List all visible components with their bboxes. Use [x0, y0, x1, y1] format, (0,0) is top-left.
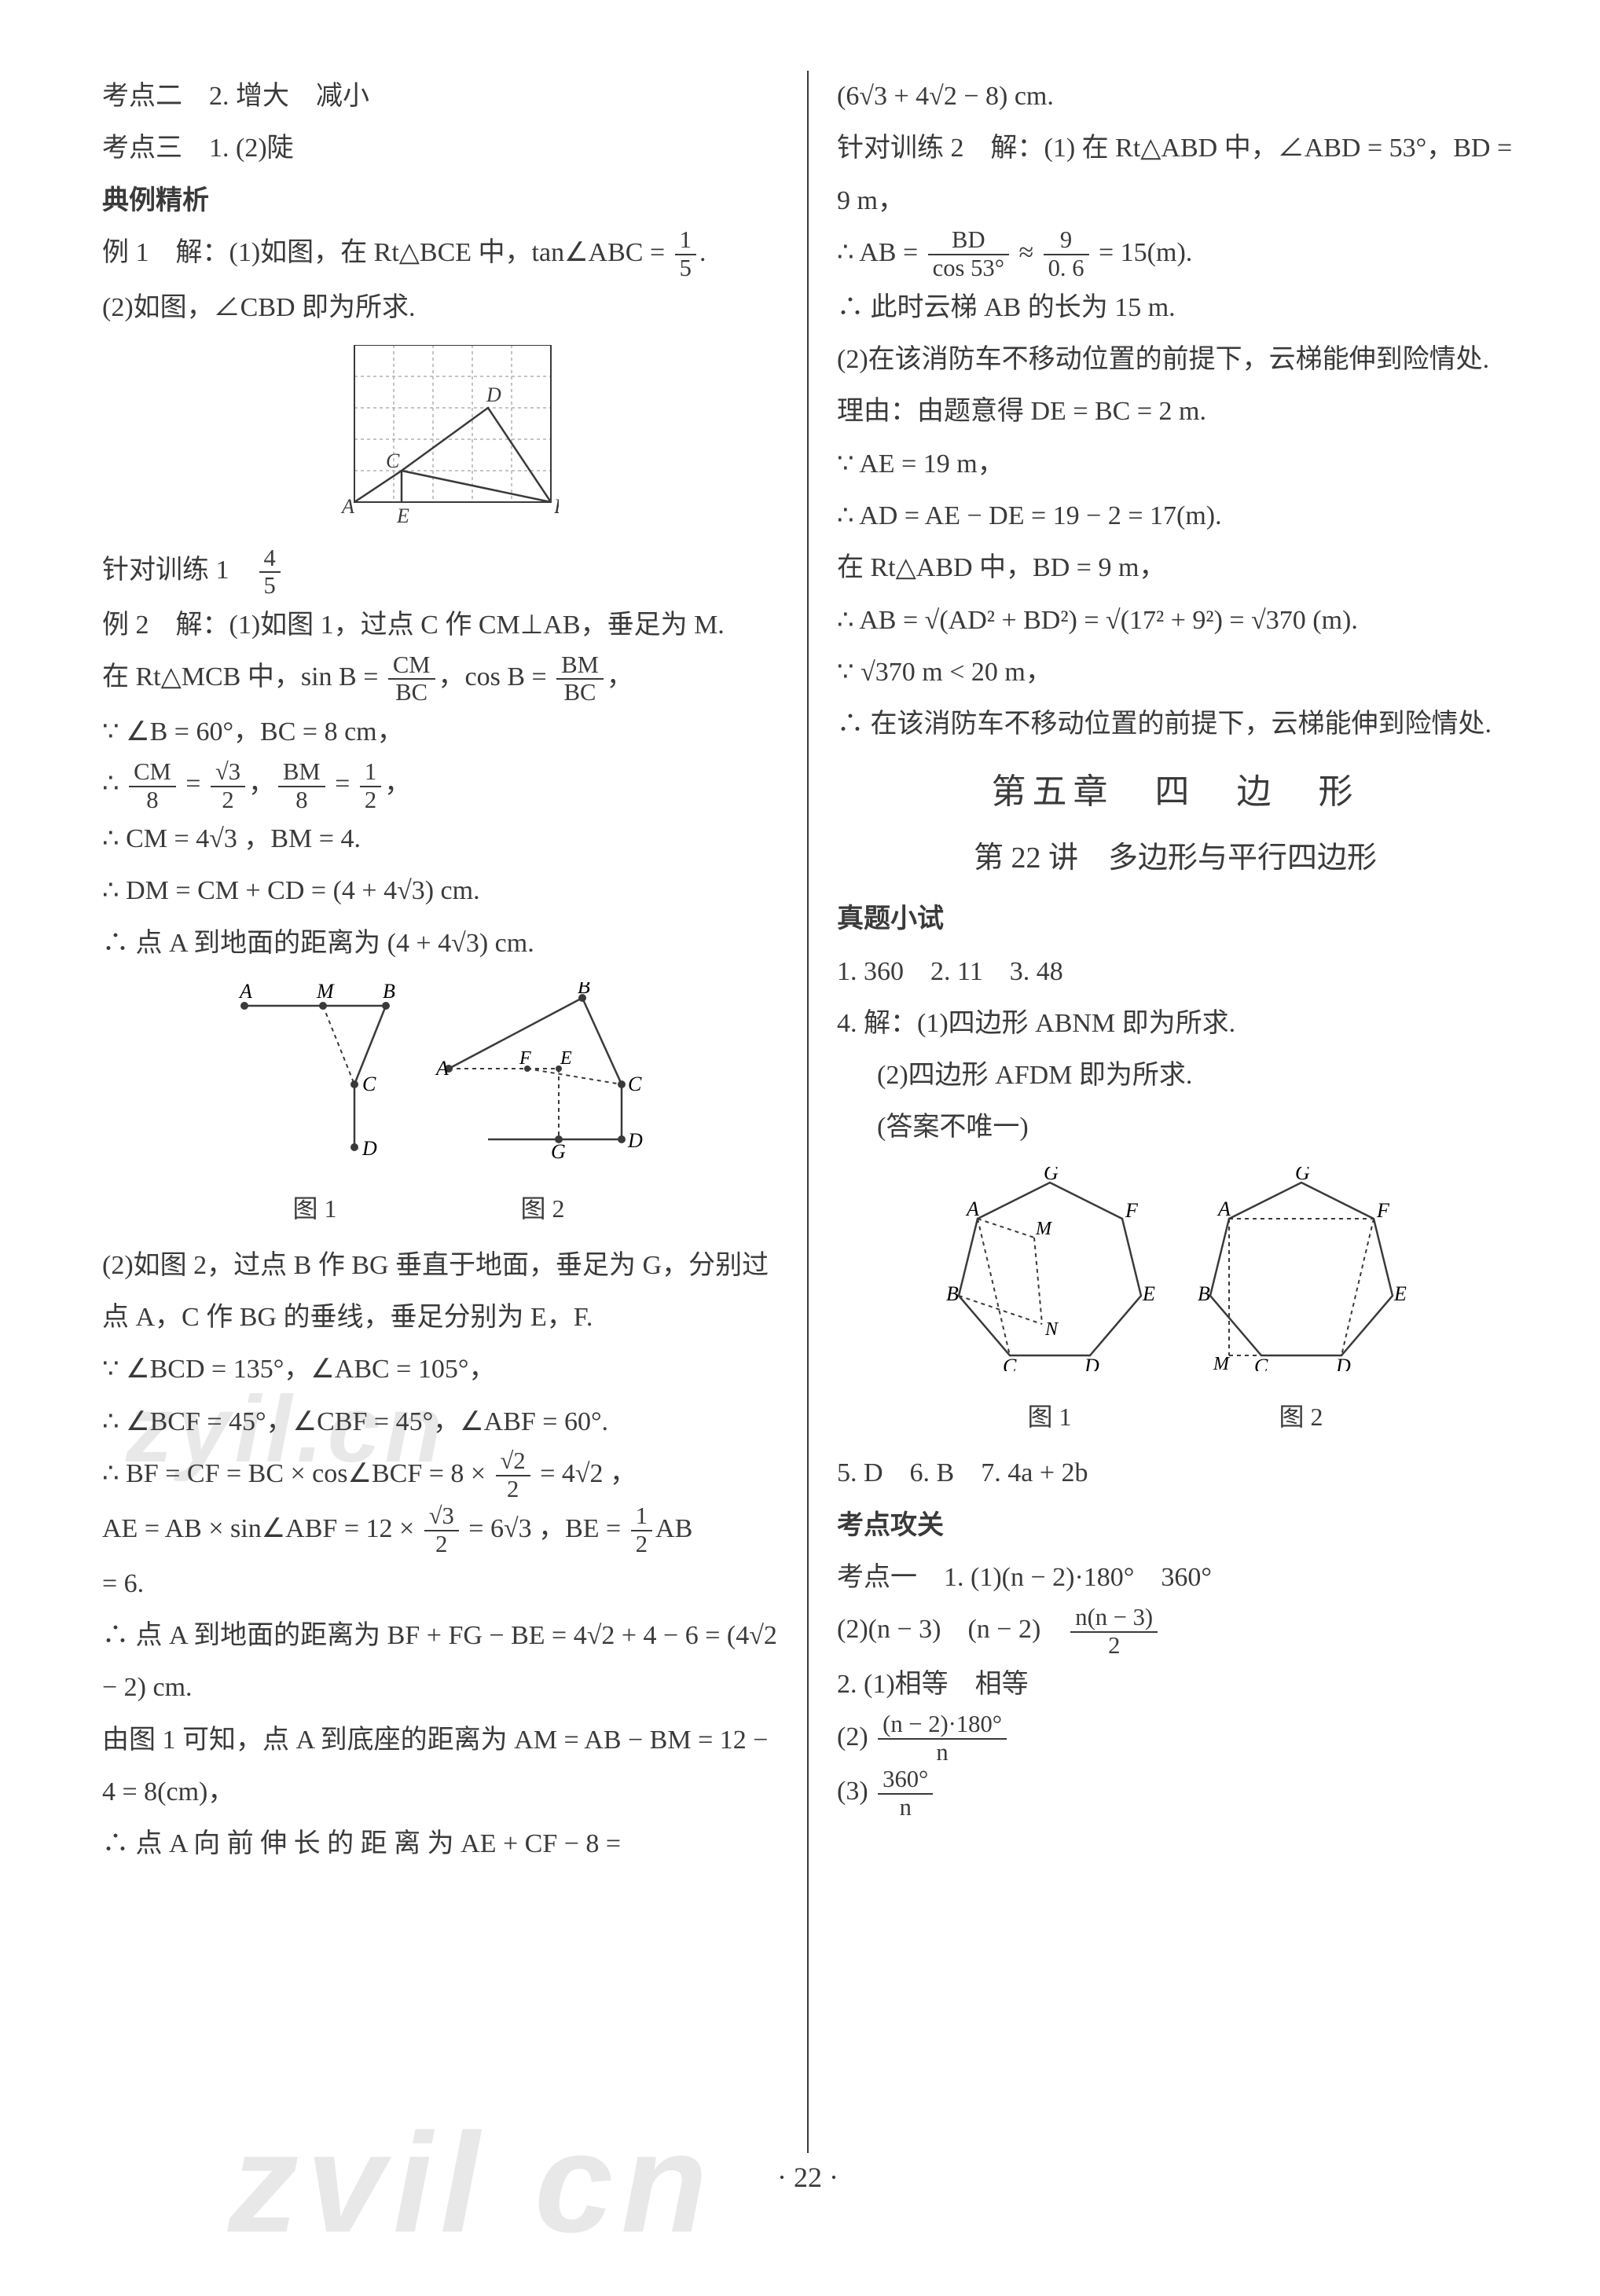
example-2-line12: AE = AB × sin∠ABF = 12 × √32 = 6√3 ，BE =…	[102, 1503, 779, 1558]
svg-text:B: B	[554, 495, 559, 518]
r8: ∴ AD = AE − DE = 19 − 2 = 17(m).	[837, 490, 1514, 542]
figure-2: B A E F C D G	[433, 982, 653, 1163]
chapter-title: 第五章 四 边 形	[837, 758, 1514, 826]
zt-line5: 5. D 6. B 7. 4a + 2b	[837, 1447, 1514, 1499]
example-2-line12b: = 6.	[102, 1558, 779, 1610]
heptagon-2: G A F B E C D M	[1191, 1167, 1411, 1371]
kaodian-3: 考点三 1. (2)陡	[102, 123, 779, 174]
example-2-line10: ∴ ∠BCF = 45°，∠CBF = 45°，∠ABF = 60°.	[102, 1396, 779, 1448]
zt-line1: 1. 360 2. 11 3. 48	[837, 946, 1514, 998]
svg-text:D: D	[1084, 1355, 1099, 1371]
heptagon-1: G A F B E C D M N	[940, 1167, 1160, 1371]
kd1-line1: 考点一 1. (1)(n − 2)·180° 360°	[837, 1552, 1514, 1604]
svg-text:M: M	[1035, 1219, 1053, 1239]
zt-4b: (2)四边形 AFDM 即为所求.	[837, 1050, 1514, 1102]
svg-text:F: F	[1376, 1199, 1390, 1222]
svg-text:D: D	[1335, 1355, 1351, 1371]
svg-text:D: D	[361, 1137, 377, 1160]
r7: ∵ AE = 19 m，	[837, 438, 1514, 490]
figure-1: A M B C D	[229, 982, 402, 1163]
column-divider	[807, 71, 809, 2153]
svg-text:A: A	[238, 982, 252, 1003]
svg-text:C: C	[1254, 1355, 1268, 1371]
r4: ∴ 此时云梯 AB 的长为 15 m.	[837, 282, 1514, 334]
figure-2-wrap: B A E F C D G 图 2	[433, 982, 653, 1234]
r2: 针对训练 2 解：(1) 在 Rt△ABD 中，∠ABD = 53°，BD = …	[837, 123, 1514, 227]
example-2-line2: 在 Rt△MCB 中，sin B = CMBC，cos B = BMBC，	[102, 651, 779, 706]
svg-text:C: C	[362, 1073, 376, 1095]
example-1-line1: 例 1 解：(1)如图，在 Rt△BCE 中，tan∠ABC = 15.	[102, 227, 779, 282]
zt-4c: (答案不唯一)	[837, 1102, 1514, 1154]
example-1-line2: (2)如图，∠CBD 即为所求.	[102, 282, 779, 334]
page-number: · 22 ·	[102, 2161, 1514, 2194]
zhendui-1: 针对训练 1 45	[102, 545, 779, 600]
r11: ∵ √370 m < 20 m，	[837, 647, 1514, 699]
svg-text:D: D	[627, 1129, 643, 1152]
r3: ∴ AB = BDcos 53° ≈ 90. 6 = 15(m).	[837, 227, 1514, 282]
kd1-line2: (2)(n − 3) (n − 2) n(n − 3)2	[837, 1604, 1514, 1659]
zt-4: 4. 解：(1)四边形 ABNM 即为所求.	[837, 998, 1514, 1050]
example-2-line3: ∵ ∠B = 60°，BC = 8 cm，	[102, 706, 779, 758]
svg-text:E: E	[1393, 1282, 1407, 1305]
kaodian-2: 考点二 2. 增大 减小	[102, 71, 779, 123]
example-2-line9: ∵ ∠BCD = 135°，∠ABC = 105°，	[102, 1344, 779, 1396]
example-2-line5: ∴ CM = 4√3 ，BM = 4.	[102, 813, 779, 865]
example-2-line14: 由图 1 可知，点 A 到底座的距离为 AM = AB − BM = 12 − …	[102, 1715, 779, 1819]
example-2-line8: (2)如图 2，过点 B 作 BG 垂直于地面，垂足为 G，分别过点 A，C 作…	[102, 1240, 779, 1344]
svg-text:C: C	[386, 449, 400, 472]
lesson-title: 第 22 讲 多边形与平行四边形	[837, 829, 1514, 887]
r12: ∴ 在该消防车不移动位置的前提下，云梯能伸到险情处.	[837, 699, 1514, 750]
svg-text:G: G	[1044, 1167, 1059, 1184]
r10: ∴ AB = √(AD² + BD²) = √(17² + 9²) = √370…	[837, 595, 1514, 647]
kd2-line3: (3) 360°n	[837, 1766, 1514, 1821]
kd2-line1: 2. (1)相等 相等	[837, 1659, 1514, 1711]
svg-text:F: F	[519, 1048, 531, 1069]
right-column: (6√3 + 4√2 − 8) cm. 针对训练 2 解：(1) 在 Rt△AB…	[815, 71, 1514, 2153]
figure-grid-triangle: A B C D E	[323, 345, 559, 534]
example-2-line7: ∴ 点 A 到地面的距离为 (4 + 4√3) cm.	[102, 918, 779, 970]
heptagon-2-wrap: G A F B E C D M 图 2	[1191, 1167, 1411, 1442]
r6: 理由：由题意得 DE = BC = 2 m.	[837, 386, 1514, 438]
svg-text:A: A	[435, 1057, 449, 1080]
svg-text:G: G	[1295, 1167, 1310, 1184]
svg-text:F: F	[1125, 1199, 1139, 1222]
svg-text:N: N	[1044, 1319, 1059, 1340]
svg-text:E: E	[1142, 1282, 1155, 1305]
example-2-line4: ∴ CM8 = √32，BM8 = 12，	[102, 758, 779, 813]
figure-1-wrap: A M B C D 图 1	[229, 982, 402, 1234]
section-kaodiangongguan: 考点攻关	[837, 1500, 1514, 1552]
example-2-line1: 例 2 解：(1)如图 1，过点 C 作 CM⊥AB，垂足为 M.	[102, 600, 779, 651]
section-zhentixiaoshi: 真题小试	[837, 893, 1514, 945]
section-dianlijingxi: 典例精析	[102, 175, 779, 227]
r1: (6√3 + 4√2 − 8) cm.	[837, 71, 1514, 123]
svg-text:D: D	[486, 383, 501, 406]
left-column: 考点二 2. 增大 减小 考点三 1. (2)陡 典例精析 例 1 解：(1)如…	[102, 71, 801, 2153]
svg-text:B: B	[383, 982, 395, 1003]
example-2-line6: ∴ DM = CM + CD = (4 + 4√3) cm.	[102, 865, 779, 917]
svg-text:C: C	[628, 1073, 642, 1095]
kd2-line2: (2) (n − 2)·180°n	[837, 1711, 1514, 1766]
svg-text:A: A	[965, 1198, 979, 1220]
heptagon-1-wrap: G A F B E C D M N 图 1	[940, 1167, 1160, 1442]
r5: (2)在该消防车不移动位置的前提下，云梯能伸到险情处.	[837, 334, 1514, 386]
svg-text:B: B	[578, 982, 590, 998]
svg-text:G: G	[551, 1140, 566, 1163]
svg-text:E: E	[560, 1048, 572, 1069]
svg-text:B: B	[946, 1282, 959, 1305]
svg-text:A: A	[1217, 1198, 1231, 1220]
example-2-line11: ∴ BF = CF = BC × cos∠BCF = 8 × √22 = 4√2…	[102, 1448, 779, 1503]
svg-text:E: E	[396, 504, 409, 527]
example-2-line15: ∴ 点 A 向 前 伸 长 的 距 离 为 AE + CF − 8 =	[102, 1818, 779, 1870]
r9: 在 Rt△ABD 中，BD = 9 m，	[837, 542, 1514, 594]
example-2-line13: ∴ 点 A 到地面的距离为 BF + FG − BE = 4√2 + 4 − 6…	[102, 1610, 779, 1715]
svg-text:B: B	[1198, 1282, 1210, 1305]
svg-text:C: C	[1003, 1355, 1017, 1371]
svg-text:M: M	[1213, 1354, 1231, 1371]
svg-text:A: A	[340, 495, 354, 518]
svg-text:M: M	[316, 982, 335, 1003]
